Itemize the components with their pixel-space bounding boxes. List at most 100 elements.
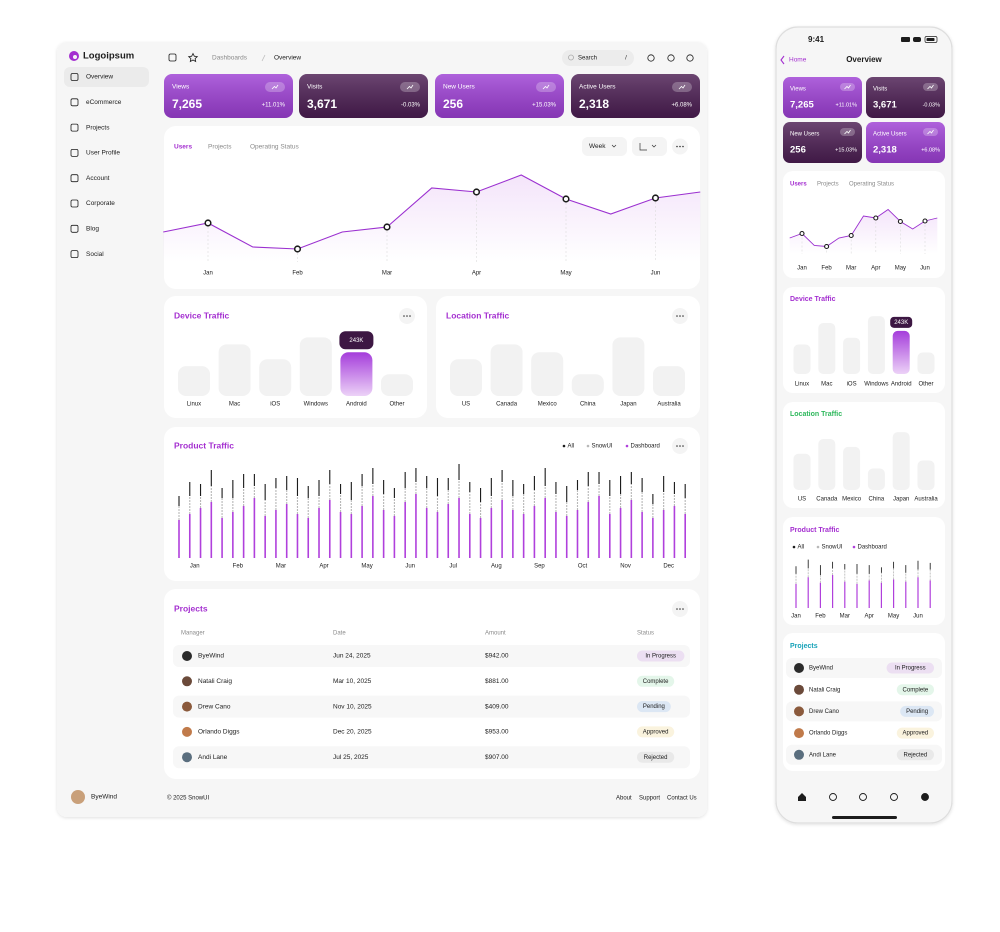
bar — [653, 366, 685, 396]
kpi-sheen — [866, 122, 945, 163]
star-icon[interactable] — [187, 52, 199, 63]
more-dot — [403, 315, 405, 317]
status-pill — [637, 701, 671, 713]
x-tick-label: Apr — [319, 564, 328, 570]
x-tick-label: Mac — [821, 382, 832, 388]
back-link[interactable]: Home — [789, 57, 807, 64]
x-tick-label: Jan — [203, 271, 213, 277]
search-placeholder: Search — [578, 56, 597, 62]
more-dot — [679, 315, 681, 317]
card-title: Location Traffic — [790, 411, 842, 418]
avatar — [182, 676, 192, 687]
kpi-label: New Users — [443, 84, 476, 91]
kpi-value: 7,265 — [790, 100, 814, 111]
nav-item[interactable]: eCommerce — [86, 99, 122, 106]
bar — [381, 374, 413, 396]
more-dot — [676, 608, 678, 610]
search-shortcut: / — [625, 56, 627, 62]
line-marker — [383, 223, 391, 231]
more-dot — [682, 145, 684, 148]
legend-dot — [625, 444, 629, 448]
tab-icon[interactable] — [921, 793, 929, 801]
nav-icon — [70, 224, 79, 233]
kpi-label: Visits — [307, 84, 323, 91]
nav-item[interactable]: Projects — [86, 124, 110, 131]
week-select[interactable] — [582, 137, 627, 156]
footer-link[interactable]: Support — [639, 796, 660, 802]
line-marker — [873, 215, 879, 221]
nav-icon — [70, 73, 79, 81]
more-dot — [679, 145, 681, 148]
status: Complete — [643, 679, 669, 685]
amount: $881.00 — [485, 678, 509, 685]
x-tick-label: Sep — [534, 564, 545, 570]
line-marker — [848, 232, 854, 239]
line-marker — [472, 188, 481, 196]
card — [164, 589, 700, 779]
logo: Logoipsum — [83, 51, 134, 62]
nav-item[interactable]: Account — [86, 175, 110, 182]
value-label: 243K — [894, 320, 908, 326]
manager: Orlando Diggs — [198, 729, 240, 736]
kpi-change: +11.01% — [262, 103, 286, 109]
status-pill — [896, 749, 934, 761]
row-bg — [173, 695, 690, 718]
footer-link[interactable]: About — [616, 796, 632, 802]
header-icon[interactable] — [667, 54, 675, 62]
value-label-pill — [890, 316, 913, 328]
kpi-sheen — [299, 74, 428, 118]
kpi-change: +11.01% — [836, 102, 858, 108]
nav-item[interactable]: Corporate — [86, 200, 115, 207]
x-tick-label: iOS — [847, 382, 857, 388]
bar — [340, 352, 373, 396]
tab[interactable]: Users — [174, 144, 192, 151]
avatar — [794, 684, 804, 695]
search-box[interactable] — [562, 50, 634, 66]
x-tick-label: Jun — [913, 614, 923, 620]
legend-dot — [816, 545, 820, 549]
chart-type-select[interactable] — [632, 137, 667, 156]
kpi-sheen — [435, 74, 564, 118]
x-tick-label: Mar — [382, 271, 392, 277]
header-icon[interactable] — [647, 54, 655, 62]
tab[interactable]: Projects — [208, 144, 232, 151]
tab[interactable]: Operating Status — [250, 144, 300, 151]
x-tick-label: Apr — [472, 271, 481, 277]
sidebar-toggle[interactable] — [168, 53, 177, 62]
kpi-change: +15.03% — [532, 103, 557, 109]
nav-item[interactable]: Overview — [86, 74, 113, 81]
week-label: Week — [589, 143, 606, 150]
header-icon[interactable] — [686, 54, 694, 62]
nav-item[interactable]: Social — [86, 251, 104, 258]
nav-icon — [70, 98, 79, 107]
tab-icon[interactable] — [829, 793, 837, 801]
status-pill — [886, 662, 934, 674]
tab-icon[interactable] — [798, 793, 806, 801]
x-tick-label: Jun — [651, 271, 661, 277]
bar — [867, 468, 885, 490]
x-tick-label: Mar — [840, 614, 850, 620]
legend-label: All — [798, 545, 805, 551]
amount: $907.00 — [485, 754, 509, 761]
chevron — [611, 144, 617, 148]
copyright: © 2025 SnowUI — [167, 795, 209, 802]
tab-icon[interactable] — [859, 793, 867, 801]
bar — [571, 374, 604, 396]
legend-dot — [852, 545, 856, 549]
line-marker — [922, 218, 928, 224]
status-pill — [637, 751, 675, 763]
kpi-change: -0.03% — [401, 103, 421, 109]
x-tick-label: Oct — [578, 564, 588, 570]
x-tick-label: Dec — [663, 564, 674, 570]
tab-icon[interactable] — [890, 793, 898, 801]
kpi-sheen — [783, 122, 862, 163]
tab: Users — [790, 182, 807, 188]
line-marker — [204, 219, 212, 227]
bar — [843, 446, 861, 490]
users-line — [789, 208, 938, 247]
bar — [178, 366, 210, 396]
nav-item[interactable]: Blog — [86, 226, 99, 233]
footer-link[interactable]: Contact Us — [667, 796, 697, 802]
nav-item[interactable]: User Profile — [86, 150, 120, 157]
status-pill — [637, 726, 675, 738]
